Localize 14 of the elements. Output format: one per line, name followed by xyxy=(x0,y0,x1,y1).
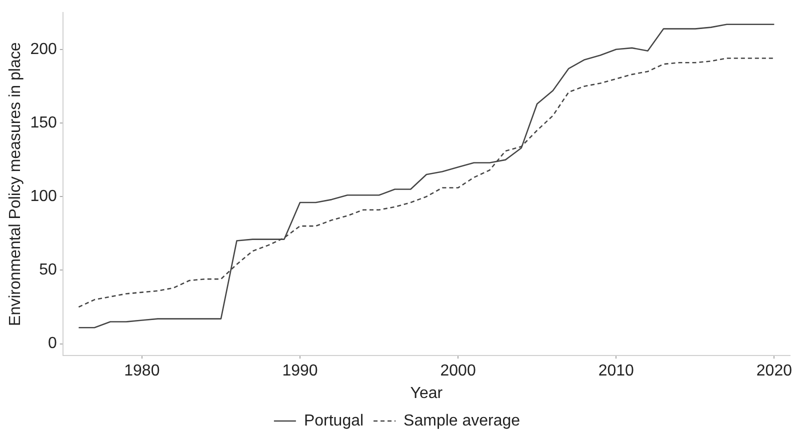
y-tick-label: 0 xyxy=(48,335,57,352)
legend-label: Portugal xyxy=(304,412,364,430)
x-axis-title: Year xyxy=(410,384,444,402)
y-tick-label: 50 xyxy=(39,262,57,279)
y-tick-label: 200 xyxy=(30,40,57,58)
x-tick-label: 2020 xyxy=(756,362,792,380)
x-tick-label: 2010 xyxy=(598,362,634,380)
y-tick-label: 100 xyxy=(30,188,57,206)
legend-label: Sample average xyxy=(404,412,520,430)
y-axis-title: Environmental Policy measures in place xyxy=(7,42,24,326)
y-tick-label: 150 xyxy=(30,114,57,132)
x-tick-label: 2000 xyxy=(440,362,476,380)
x-tick-label: 1980 xyxy=(124,362,160,380)
x-tick-label: 1990 xyxy=(282,362,318,380)
